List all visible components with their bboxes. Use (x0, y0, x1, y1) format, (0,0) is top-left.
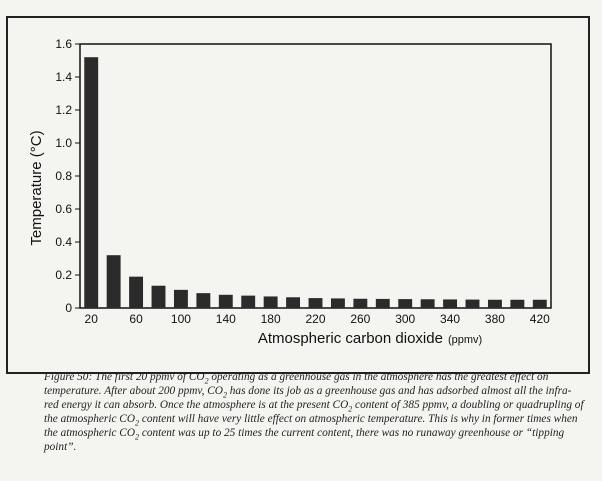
x-tick-label: 60 (129, 312, 143, 326)
caption-text-5: content will have very little effect on … (44, 413, 578, 439)
y-axis-ticks: 0 0.2 0.4 0.6 0.8 1.0 1.2 1.4 1.6 (55, 37, 80, 315)
figure-caption: Figure 50: The first 20 ppmv of CO2 oper… (44, 370, 584, 454)
x-tick-label: 20 (85, 312, 99, 326)
caption-subscript-2: 2 (222, 390, 227, 400)
bar (196, 293, 211, 308)
bar (353, 298, 368, 308)
x-tick-label: 420 (530, 312, 550, 326)
caption-text-4: content of 385 ppmv, a doubling or quadr… (44, 399, 584, 425)
bar (465, 299, 480, 308)
x-tick-label: 180 (261, 312, 281, 326)
y-tick-label: 1.0 (55, 136, 72, 150)
bar (308, 298, 323, 308)
bar (532, 299, 547, 308)
y-tick-label: 1.2 (55, 103, 72, 117)
caption-text-1: Figure 50: The first 20 ppmv of CO (44, 371, 205, 383)
caption-subscript-3: 2 (348, 404, 353, 414)
bar (263, 296, 278, 308)
x-axis-title-text: Atmospheric carbon dioxide (258, 330, 443, 347)
bars (84, 57, 547, 309)
caption-text-6: content was up to 25 times the current c… (44, 427, 565, 453)
bar (330, 298, 345, 308)
x-tick-label: 220 (305, 312, 325, 326)
x-axis-title: Atmospheric carbon dioxide (ppmv) (258, 330, 482, 347)
bar (173, 289, 188, 308)
x-tick-label: 260 (350, 312, 370, 326)
caption-subscript-4: 2 (135, 418, 139, 428)
caption-subscript-1: 2 (204, 376, 209, 386)
bar (129, 276, 144, 308)
caption-text-2: operating as a greenhouse gas in the atm… (44, 371, 549, 397)
bar (487, 299, 502, 308)
y-tick-label: 1.6 (55, 37, 72, 51)
y-tick-label: 0.2 (55, 268, 72, 282)
x-axis-unit: (ppmv) (448, 334, 482, 346)
bar (375, 298, 390, 308)
x-tick-label: 380 (485, 312, 505, 326)
bar (241, 295, 256, 308)
y-tick-label: 0.4 (55, 235, 72, 249)
y-tick-label: 0.6 (55, 202, 72, 216)
bar (218, 294, 233, 308)
y-tick-label: 1.4 (55, 70, 72, 84)
caption-text-3: has done its job as a greenhouse gas and… (44, 385, 572, 411)
plot-border (79, 43, 552, 309)
x-tick-label: 140 (216, 312, 236, 326)
bar (84, 57, 99, 309)
bar (106, 255, 121, 308)
y-tick-label: 0 (65, 301, 72, 315)
x-tick-label: 100 (171, 312, 191, 326)
x-tick-label: 340 (440, 312, 460, 326)
y-tick-label: 0.8 (55, 169, 72, 183)
x-axis-ticks: 20 60 100 140 180 220 260 300 340 380 420 (85, 312, 551, 326)
caption-subscript-5: 2 (135, 432, 139, 442)
plot-area (79, 43, 552, 309)
x-tick-label: 300 (395, 312, 415, 326)
bar (420, 299, 435, 308)
bar (510, 299, 525, 308)
chart-frame (6, 16, 590, 374)
bar-chart: 00.20.40.60.81.01.21.41.6 20 60 100 140 180 2… (28, 37, 552, 347)
bar (443, 299, 458, 308)
bar (151, 285, 166, 308)
y-axis-title: Temperature (°C) (28, 130, 45, 245)
bar (398, 299, 413, 308)
bar (286, 297, 301, 308)
